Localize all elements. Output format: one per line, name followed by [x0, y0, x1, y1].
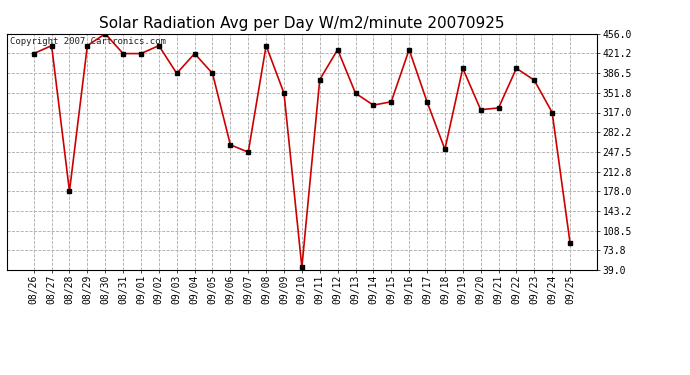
Title: Solar Radiation Avg per Day W/m2/minute 20070925: Solar Radiation Avg per Day W/m2/minute …: [99, 16, 504, 31]
Text: Copyright 2007 Cartronics.com: Copyright 2007 Cartronics.com: [10, 37, 166, 46]
